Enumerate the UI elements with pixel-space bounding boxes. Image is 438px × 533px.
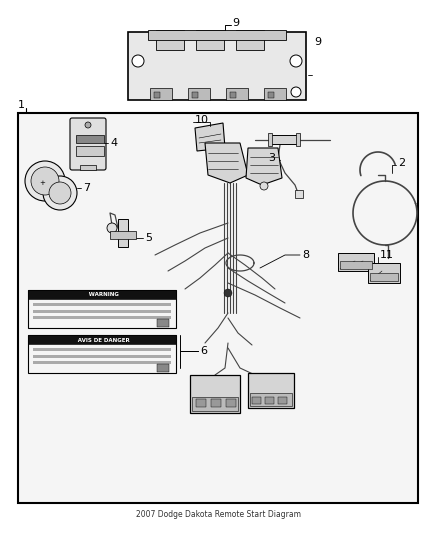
Bar [226, 88, 248, 100]
Bar [80, 165, 96, 170]
Bar [278, 397, 287, 404]
Bar [192, 397, 238, 411]
Text: 8: 8 [302, 250, 309, 260]
Polygon shape [205, 143, 248, 183]
Text: WARNING: WARNING [85, 293, 119, 297]
Bar [340, 261, 372, 269]
Circle shape [85, 122, 91, 128]
Circle shape [260, 182, 268, 190]
Bar [33, 348, 171, 351]
Bar [264, 88, 286, 100]
Circle shape [49, 182, 71, 204]
Bar [150, 88, 172, 100]
Bar [196, 30, 224, 50]
Text: 11: 11 [380, 250, 394, 260]
Circle shape [224, 289, 232, 297]
Bar [265, 397, 274, 404]
Bar [268, 133, 272, 146]
Bar [196, 399, 206, 407]
Text: AVIS DE DANGER: AVIS DE DANGER [74, 337, 130, 343]
Bar [33, 310, 171, 313]
Text: 6: 6 [200, 346, 207, 356]
Bar [28, 335, 176, 344]
Circle shape [31, 167, 59, 195]
FancyBboxPatch shape [70, 118, 106, 170]
Bar [28, 335, 176, 373]
Bar [338, 253, 374, 271]
Polygon shape [246, 148, 282, 185]
Bar [368, 263, 400, 283]
Bar [270, 135, 298, 144]
Bar [76, 135, 104, 143]
Circle shape [107, 223, 117, 233]
Bar [211, 399, 221, 407]
Bar [250, 393, 292, 406]
Bar [236, 30, 264, 50]
Text: 9: 9 [232, 18, 239, 28]
Bar [18, 113, 418, 503]
Bar [156, 30, 184, 50]
Text: 7: 7 [83, 183, 90, 193]
Circle shape [291, 87, 301, 97]
Bar [128, 32, 306, 100]
Bar [33, 361, 171, 364]
Text: 10: 10 [195, 115, 209, 125]
Bar [28, 290, 176, 328]
Bar [33, 303, 171, 306]
Text: 3: 3 [268, 153, 275, 163]
Bar [157, 319, 169, 327]
Bar [295, 190, 303, 198]
Bar [226, 399, 236, 407]
Bar [157, 364, 169, 372]
Text: 9: 9 [314, 37, 321, 47]
Bar [154, 92, 160, 98]
Bar [190, 375, 240, 413]
Bar [33, 316, 171, 319]
Bar [33, 355, 171, 358]
Bar [118, 219, 128, 247]
Text: 2: 2 [398, 158, 405, 168]
Text: 4: 4 [110, 138, 117, 148]
Circle shape [132, 55, 144, 67]
Circle shape [25, 161, 65, 201]
Bar [148, 30, 286, 40]
Bar [268, 92, 274, 98]
Bar [76, 146, 104, 156]
Text: +: + [39, 180, 45, 186]
Bar [230, 92, 236, 98]
Bar [296, 133, 300, 146]
Bar [192, 92, 198, 98]
Text: 2007 Dodge Dakota Remote Start Diagram: 2007 Dodge Dakota Remote Start Diagram [137, 510, 301, 519]
Bar [28, 290, 176, 299]
Text: 5: 5 [145, 233, 152, 243]
Circle shape [43, 176, 77, 210]
Bar [248, 373, 294, 408]
Bar [370, 273, 398, 281]
Bar [188, 88, 210, 100]
Text: 1: 1 [18, 100, 25, 110]
Polygon shape [195, 123, 225, 151]
Circle shape [290, 55, 302, 67]
Bar [110, 231, 136, 239]
Bar [252, 397, 261, 404]
